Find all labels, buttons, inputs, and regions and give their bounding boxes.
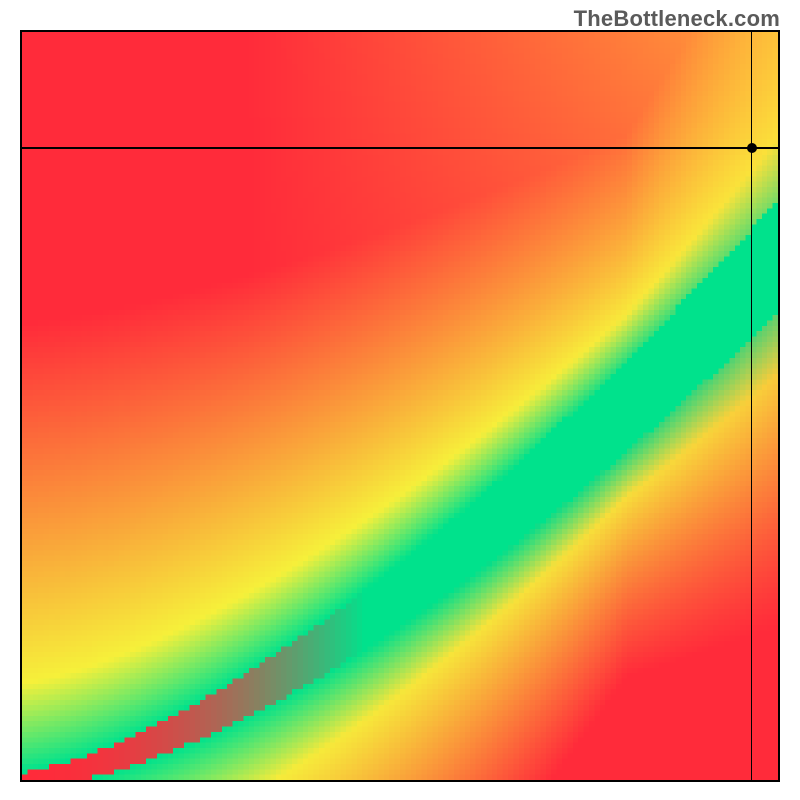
- watermark-text: TheBottleneck.com: [574, 6, 780, 32]
- crosshair-horizontal: [22, 147, 778, 148]
- crosshair-marker: [747, 143, 757, 153]
- heatmap-canvas: [22, 32, 778, 780]
